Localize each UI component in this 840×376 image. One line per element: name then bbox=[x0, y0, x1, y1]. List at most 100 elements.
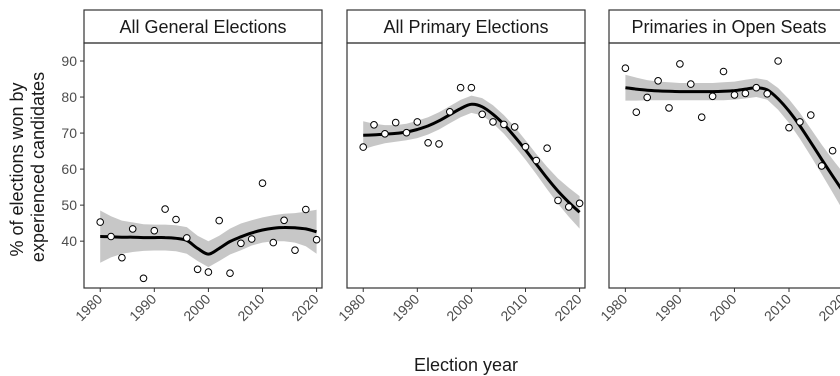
data-point bbox=[139, 274, 148, 283]
data-point bbox=[96, 218, 104, 226]
data-point bbox=[752, 83, 761, 92]
data-point bbox=[741, 89, 750, 98]
y-tick-label: 50 bbox=[61, 197, 77, 213]
data-point bbox=[543, 144, 551, 152]
data-point bbox=[708, 92, 717, 101]
trend-line bbox=[363, 102, 581, 214]
data-point bbox=[291, 246, 299, 254]
data-point bbox=[763, 90, 772, 98]
data-point bbox=[478, 110, 487, 119]
data-point bbox=[118, 253, 126, 262]
confidence-band bbox=[100, 209, 317, 268]
data-point bbox=[215, 216, 223, 225]
panel-border bbox=[346, 42, 586, 289]
data-point bbox=[413, 118, 422, 126]
data-point bbox=[676, 60, 684, 68]
data-point bbox=[521, 143, 530, 151]
data-point bbox=[785, 123, 793, 132]
x-tick-label: 1980 bbox=[597, 291, 630, 324]
data-point bbox=[172, 215, 180, 224]
data-point bbox=[258, 179, 267, 187]
confidence-band bbox=[363, 95, 580, 229]
data-point bbox=[247, 235, 256, 243]
data-point bbox=[312, 235, 321, 244]
data-point bbox=[565, 203, 573, 211]
data-point bbox=[280, 216, 288, 225]
y-tick-label: 90 bbox=[61, 53, 77, 69]
y-axis-title: % of elections won by experienced candid… bbox=[7, 72, 48, 262]
x-axis-title: Election year bbox=[414, 355, 518, 375]
data-point bbox=[269, 238, 278, 247]
data-point bbox=[226, 269, 234, 278]
facet-title: All Primary Elections bbox=[383, 17, 548, 37]
x-tick-label: 1990 bbox=[126, 291, 159, 324]
facet-panel-1: All General Elections 1980 1990 2000 2010 202… bbox=[61, 9, 323, 324]
data-point bbox=[532, 156, 541, 165]
y-tick-label: 70 bbox=[61, 125, 77, 141]
x-tick-label: 2010 bbox=[234, 291, 267, 324]
data-point bbox=[150, 226, 159, 235]
data-point bbox=[730, 91, 739, 99]
y-axis-title-line-2: experienced candidates bbox=[28, 72, 48, 262]
data-point bbox=[302, 205, 310, 214]
data-point bbox=[402, 128, 411, 137]
data-point bbox=[817, 162, 826, 170]
data-point bbox=[719, 67, 728, 76]
data-point bbox=[796, 118, 804, 126]
data-point bbox=[467, 83, 476, 92]
data-point bbox=[370, 121, 378, 129]
panel-border bbox=[83, 42, 323, 289]
data-point bbox=[381, 130, 389, 138]
data-point bbox=[621, 64, 630, 72]
data-point bbox=[435, 140, 443, 148]
y-tick-label: 60 bbox=[61, 161, 77, 177]
panel-border bbox=[608, 42, 840, 289]
data-point bbox=[204, 268, 213, 276]
data-point bbox=[183, 234, 191, 242]
data-point bbox=[828, 146, 837, 155]
data-point bbox=[359, 143, 368, 151]
x-tick-label: 1980 bbox=[72, 291, 105, 324]
facet-panel-2: All Primary Elections 1980 1990 2000 2010 202… bbox=[335, 9, 586, 324]
data-point bbox=[128, 225, 137, 233]
data-point bbox=[161, 205, 169, 213]
data-point bbox=[510, 123, 519, 131]
data-point bbox=[654, 77, 662, 85]
x-tick-label: 1990 bbox=[652, 291, 685, 324]
data-point bbox=[643, 93, 652, 102]
data-point bbox=[391, 118, 400, 127]
y-tick-label: 40 bbox=[61, 233, 77, 249]
x-tick-label: 2000 bbox=[443, 291, 476, 324]
facet-panel-3: Primaries in Open Seats 1980 1990 2000 2010 2… bbox=[597, 9, 840, 324]
x-tick-label: 2020 bbox=[551, 291, 584, 324]
y-tick-label: 80 bbox=[61, 89, 77, 105]
data-point bbox=[424, 139, 432, 147]
data-point bbox=[807, 111, 815, 119]
facet-title: Primaries in Open Seats bbox=[631, 17, 826, 37]
trend-line bbox=[100, 225, 318, 256]
data-point bbox=[237, 239, 245, 248]
data-point bbox=[446, 108, 454, 116]
facet-strip bbox=[346, 9, 586, 44]
data-point bbox=[665, 104, 673, 112]
x-tick-label: 2020 bbox=[288, 291, 321, 324]
data-point bbox=[632, 108, 641, 116]
facet-strip bbox=[608, 9, 840, 44]
facet-title: All General Elections bbox=[119, 17, 286, 37]
x-tick-label: 2000 bbox=[180, 291, 213, 324]
x-tick-label: 2000 bbox=[706, 291, 739, 324]
x-tick-label: 1980 bbox=[335, 291, 368, 324]
data-point bbox=[107, 232, 115, 241]
data-point bbox=[687, 80, 695, 88]
trend-line bbox=[625, 86, 840, 190]
data-point bbox=[697, 113, 706, 121]
data-point bbox=[575, 199, 584, 208]
data-point bbox=[554, 196, 562, 205]
data-point bbox=[500, 120, 508, 129]
data-point bbox=[193, 265, 202, 274]
facet-strip bbox=[83, 9, 323, 44]
x-tick-label: 1990 bbox=[389, 291, 422, 324]
data-point bbox=[489, 118, 497, 126]
y-axis-title-line-1: % of elections won by bbox=[7, 82, 27, 256]
